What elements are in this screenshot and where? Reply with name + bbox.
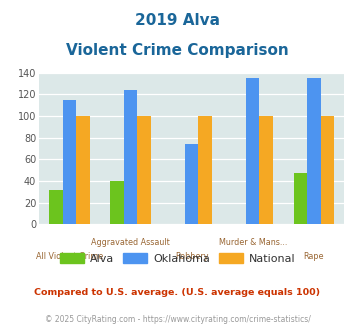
Bar (307, 78, 321, 224)
Bar (110, 181, 124, 224)
Bar (76, 116, 90, 224)
Bar (321, 116, 334, 224)
Bar (260, 116, 273, 224)
Text: Murder & Mans...: Murder & Mans... (219, 238, 287, 247)
Text: All Violent Crime: All Violent Crime (36, 252, 103, 261)
Text: © 2025 CityRating.com - https://www.cityrating.com/crime-statistics/: © 2025 CityRating.com - https://www.city… (45, 315, 310, 324)
Bar (124, 90, 137, 224)
Bar (63, 100, 76, 224)
Bar (185, 144, 198, 224)
Legend: Alva, Oklahoma, National: Alva, Oklahoma, National (55, 248, 300, 268)
Bar (49, 190, 63, 224)
Text: Aggravated Assault: Aggravated Assault (91, 238, 170, 247)
Bar (137, 116, 151, 224)
Text: Compared to U.S. average. (U.S. average equals 100): Compared to U.S. average. (U.S. average … (34, 287, 321, 297)
Bar (198, 116, 212, 224)
Text: 2019 Alva: 2019 Alva (135, 13, 220, 28)
Bar (246, 78, 260, 224)
Text: Violent Crime Comparison: Violent Crime Comparison (66, 43, 289, 58)
Text: Robbery: Robbery (175, 252, 208, 261)
Text: Rape: Rape (304, 252, 324, 261)
Bar (294, 174, 307, 224)
